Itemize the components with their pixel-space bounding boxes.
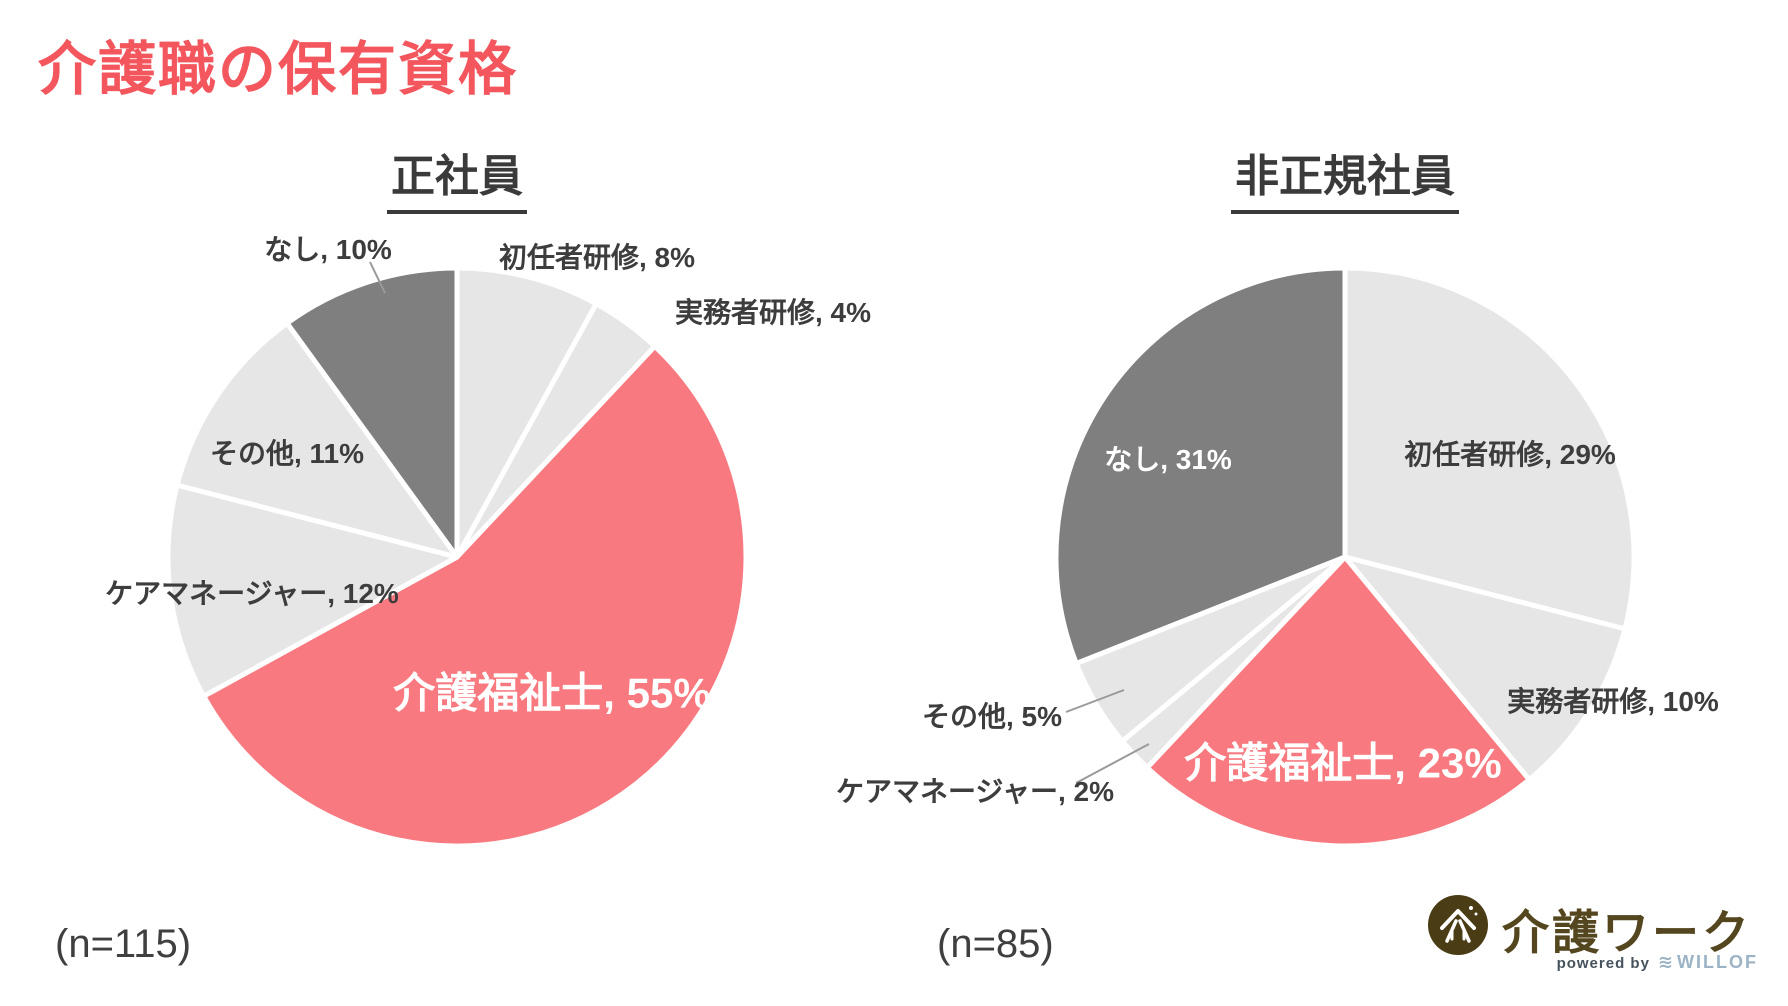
chart-title-fulltime: 正社員: [387, 140, 527, 214]
label-leader-line: [1065, 689, 1125, 713]
pie-label-nashi-right: なし, 31%: [1104, 444, 1232, 475]
pie-slice-介護福祉士: [201, 343, 749, 849]
pie-slice-初任者研修: [454, 265, 599, 560]
pie-label-sonota-right: その他, 5%: [921, 701, 1063, 732]
pie-slice-初任者研修: [1342, 265, 1637, 632]
pie-label-caremanager-left: ケアマネージャー, 12%: [105, 578, 399, 609]
pie-label-sonota-left: その他, 11%: [209, 438, 365, 469]
label-leader-line: [369, 261, 386, 294]
kaigo-work-wordmark: 介護ワーク: [1502, 906, 1752, 959]
willof-wave-icon: ≋: [1657, 952, 1675, 972]
pie-label-kaigofukushishi-left: 介護福祉士, 55%: [393, 669, 711, 717]
pie-label-shoninsha-right: 初任者研修, 29%: [1404, 439, 1616, 470]
pie-label-shoninsha-left: 初任者研修, 8%: [498, 242, 696, 273]
pie-slice-なし: [284, 265, 460, 560]
pie-fulltime: [165, 265, 749, 849]
kaigo-work-house-icon: [1428, 895, 1488, 955]
sample-size-nonregular: (n=85): [937, 922, 1054, 966]
pie-label-jitsumusha-left: 実務者研修, 4%: [674, 297, 872, 328]
willof-wordmark: WILLOF: [1677, 952, 1758, 972]
label-leader-line: [1075, 743, 1150, 784]
pie-label-caremanager-right: ケアマネージャー, 2%: [835, 776, 1115, 807]
chart-title-nonregular: 非正規社員: [1231, 140, 1459, 214]
pie-label-nashi-left: なし, 10%: [264, 234, 392, 265]
pie-nonregular: [1053, 265, 1637, 849]
pie-slice-なし: [1053, 265, 1348, 666]
powered-by-text: powered by: [1556, 955, 1650, 972]
pie-slice-実務者研修: [1342, 554, 1628, 783]
sample-size-fulltime: (n=115): [55, 922, 192, 966]
pie-label-jitsumusha-right: 実務者研修, 10%: [1507, 686, 1719, 717]
pie-label-kaigofukushishi-right: 介護福祉士, 23%: [1184, 739, 1502, 787]
pie-slice-その他: [174, 320, 460, 560]
powered-by-line: powered by ≋ WILLOF: [1557, 952, 1758, 973]
pie-slice-ケアマネージャー: [165, 482, 460, 699]
page-title: 介護職の保有資格: [38, 37, 519, 102]
pie-slice-介護福祉士: [1144, 554, 1532, 849]
kaigo-work-logo: 介護ワーク powered by ≋ WILLOF: [1428, 892, 1762, 982]
